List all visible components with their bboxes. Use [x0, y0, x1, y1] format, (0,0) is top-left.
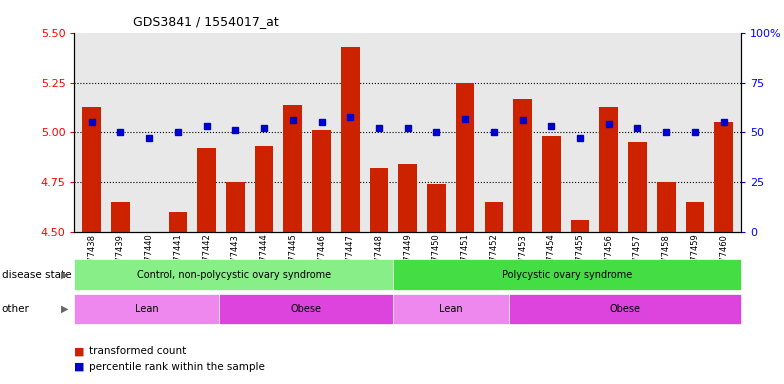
Bar: [369, 169, 388, 232]
Bar: [255, 146, 274, 232]
Text: Polycystic ovary syndrome: Polycystic ovary syndrome: [502, 270, 632, 280]
Text: Lean: Lean: [135, 304, 158, 314]
Bar: [514, 99, 532, 232]
Bar: [312, 131, 331, 232]
Text: ■: ■: [74, 346, 85, 356]
Text: transformed count: transformed count: [89, 346, 186, 356]
Bar: [685, 202, 704, 232]
Bar: [600, 106, 618, 232]
Bar: [341, 46, 360, 232]
Bar: [398, 164, 417, 232]
Bar: [111, 202, 130, 232]
Bar: [657, 182, 676, 232]
Bar: [284, 104, 302, 232]
Bar: [456, 83, 474, 232]
Text: Lean: Lean: [439, 304, 463, 314]
Text: Obese: Obese: [291, 304, 321, 314]
Text: percentile rank within the sample: percentile rank within the sample: [89, 362, 264, 372]
Text: Obese: Obese: [609, 304, 641, 314]
Text: ■: ■: [74, 362, 85, 372]
Bar: [485, 202, 503, 232]
Text: other: other: [2, 304, 30, 314]
Text: GDS3841 / 1554017_at: GDS3841 / 1554017_at: [133, 15, 279, 28]
Text: disease state: disease state: [2, 270, 71, 280]
Text: ▶: ▶: [61, 270, 69, 280]
Bar: [427, 184, 446, 232]
Bar: [628, 142, 647, 232]
Bar: [226, 182, 245, 232]
Bar: [571, 220, 590, 232]
Bar: [198, 149, 216, 232]
Text: ▶: ▶: [61, 304, 69, 314]
Bar: [714, 122, 733, 232]
Bar: [169, 212, 187, 232]
Bar: [542, 136, 561, 232]
Bar: [82, 106, 101, 232]
Text: Control, non-polycystic ovary syndrome: Control, non-polycystic ovary syndrome: [136, 270, 331, 280]
